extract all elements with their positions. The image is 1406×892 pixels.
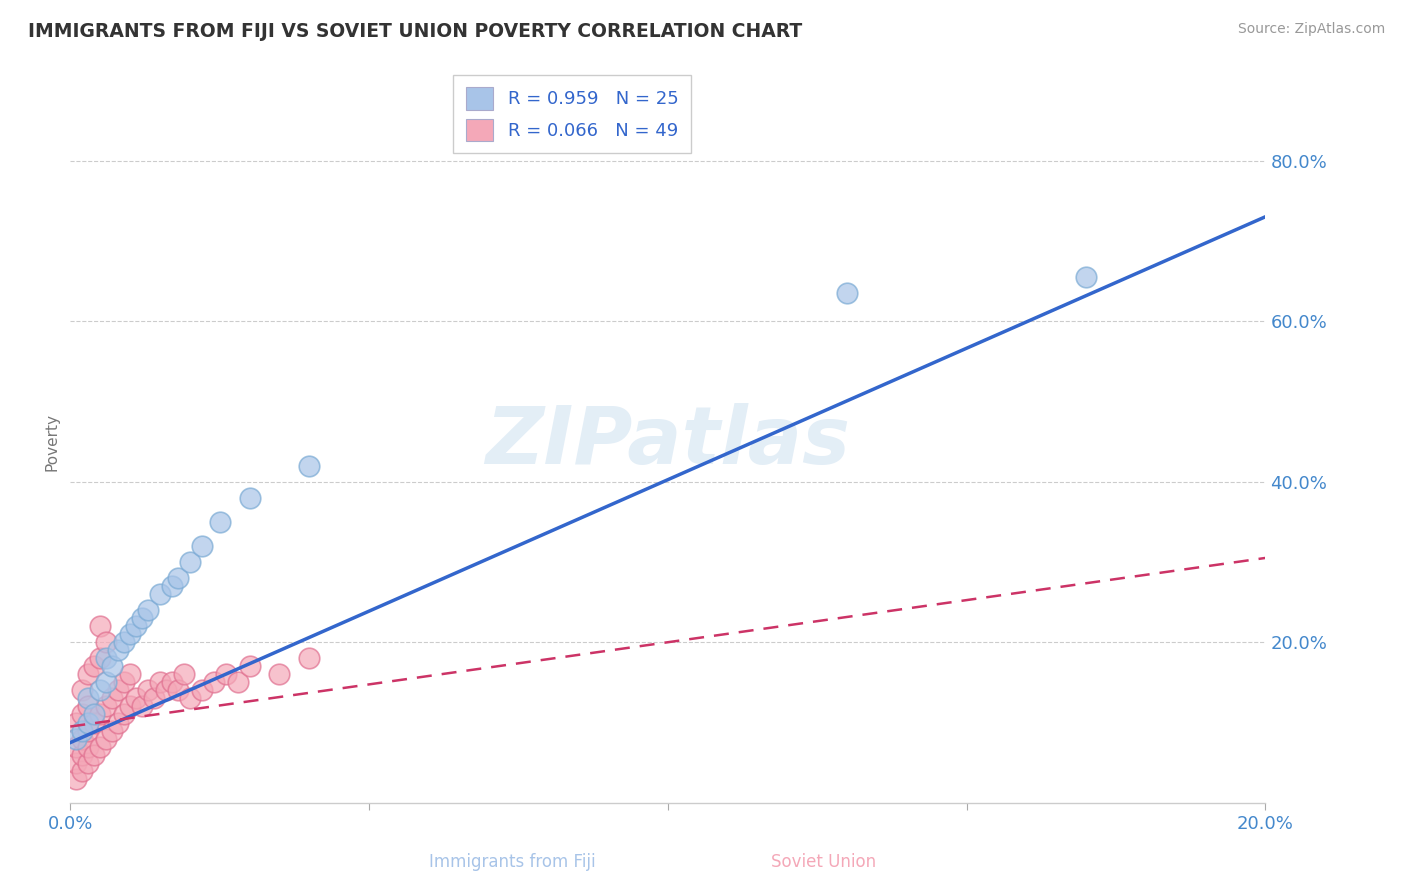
- Point: [96, 651, 118, 665]
- Point: [202, 675, 225, 690]
- Point: [149, 587, 172, 601]
- Point: [298, 458, 321, 473]
- Point: [214, 667, 236, 681]
- Point: [239, 491, 262, 505]
- Point: [65, 715, 87, 730]
- Point: [107, 643, 129, 657]
- Point: [226, 675, 249, 690]
- Point: [120, 699, 141, 714]
- Point: [77, 699, 100, 714]
- Point: [149, 675, 172, 690]
- Point: [166, 571, 188, 585]
- Point: [83, 659, 105, 673]
- Point: [191, 683, 214, 698]
- Point: [70, 764, 93, 778]
- Point: [89, 651, 111, 665]
- Point: [107, 683, 129, 698]
- Point: [101, 723, 124, 738]
- Point: [70, 723, 93, 738]
- Point: [65, 731, 87, 746]
- Text: Source: ZipAtlas.com: Source: ZipAtlas.com: [1237, 22, 1385, 37]
- Point: [89, 619, 111, 633]
- Point: [269, 667, 291, 681]
- Point: [70, 747, 93, 762]
- Point: [101, 691, 124, 706]
- Point: [298, 651, 321, 665]
- Point: [83, 707, 105, 722]
- Point: [83, 747, 105, 762]
- Point: [96, 635, 118, 649]
- Point: [77, 723, 100, 738]
- Point: [83, 715, 105, 730]
- Point: [65, 739, 87, 754]
- Point: [96, 731, 118, 746]
- Point: [65, 772, 87, 786]
- Point: [143, 691, 166, 706]
- Point: [179, 555, 201, 569]
- Point: [179, 691, 201, 706]
- Point: [208, 515, 231, 529]
- Point: [70, 731, 93, 746]
- Point: [112, 635, 135, 649]
- Legend: R = 0.959   N = 25, R = 0.066   N = 49: R = 0.959 N = 25, R = 0.066 N = 49: [454, 75, 690, 153]
- Point: [112, 707, 135, 722]
- Point: [107, 715, 129, 730]
- Point: [239, 659, 262, 673]
- Point: [191, 539, 214, 553]
- Point: [155, 683, 177, 698]
- Point: [160, 579, 183, 593]
- Point: [77, 739, 100, 754]
- Point: [89, 739, 111, 754]
- Point: [77, 667, 100, 681]
- Text: IMMIGRANTS FROM FIJI VS SOVIET UNION POVERTY CORRELATION CHART: IMMIGRANTS FROM FIJI VS SOVIET UNION POV…: [28, 22, 803, 41]
- Point: [77, 756, 100, 770]
- Text: Immigrants from Fiji: Immigrants from Fiji: [429, 854, 596, 871]
- Point: [65, 756, 87, 770]
- Point: [101, 659, 124, 673]
- Point: [89, 707, 111, 722]
- Y-axis label: Poverty: Poverty: [44, 412, 59, 471]
- Point: [120, 627, 141, 641]
- Point: [125, 691, 148, 706]
- Point: [96, 675, 118, 690]
- Point: [89, 683, 111, 698]
- Point: [112, 675, 135, 690]
- Point: [136, 603, 159, 617]
- Point: [125, 619, 148, 633]
- Point: [96, 699, 118, 714]
- Point: [77, 715, 100, 730]
- Point: [160, 675, 183, 690]
- Point: [136, 683, 159, 698]
- Point: [1076, 269, 1098, 284]
- Point: [70, 707, 93, 722]
- Point: [120, 667, 141, 681]
- Point: [131, 699, 153, 714]
- Point: [70, 683, 93, 698]
- Point: [837, 285, 859, 300]
- Point: [77, 691, 100, 706]
- Text: Soviet Union: Soviet Union: [770, 854, 876, 871]
- Point: [173, 667, 195, 681]
- Point: [166, 683, 188, 698]
- Point: [131, 611, 153, 625]
- Text: ZIPatlas: ZIPatlas: [485, 402, 851, 481]
